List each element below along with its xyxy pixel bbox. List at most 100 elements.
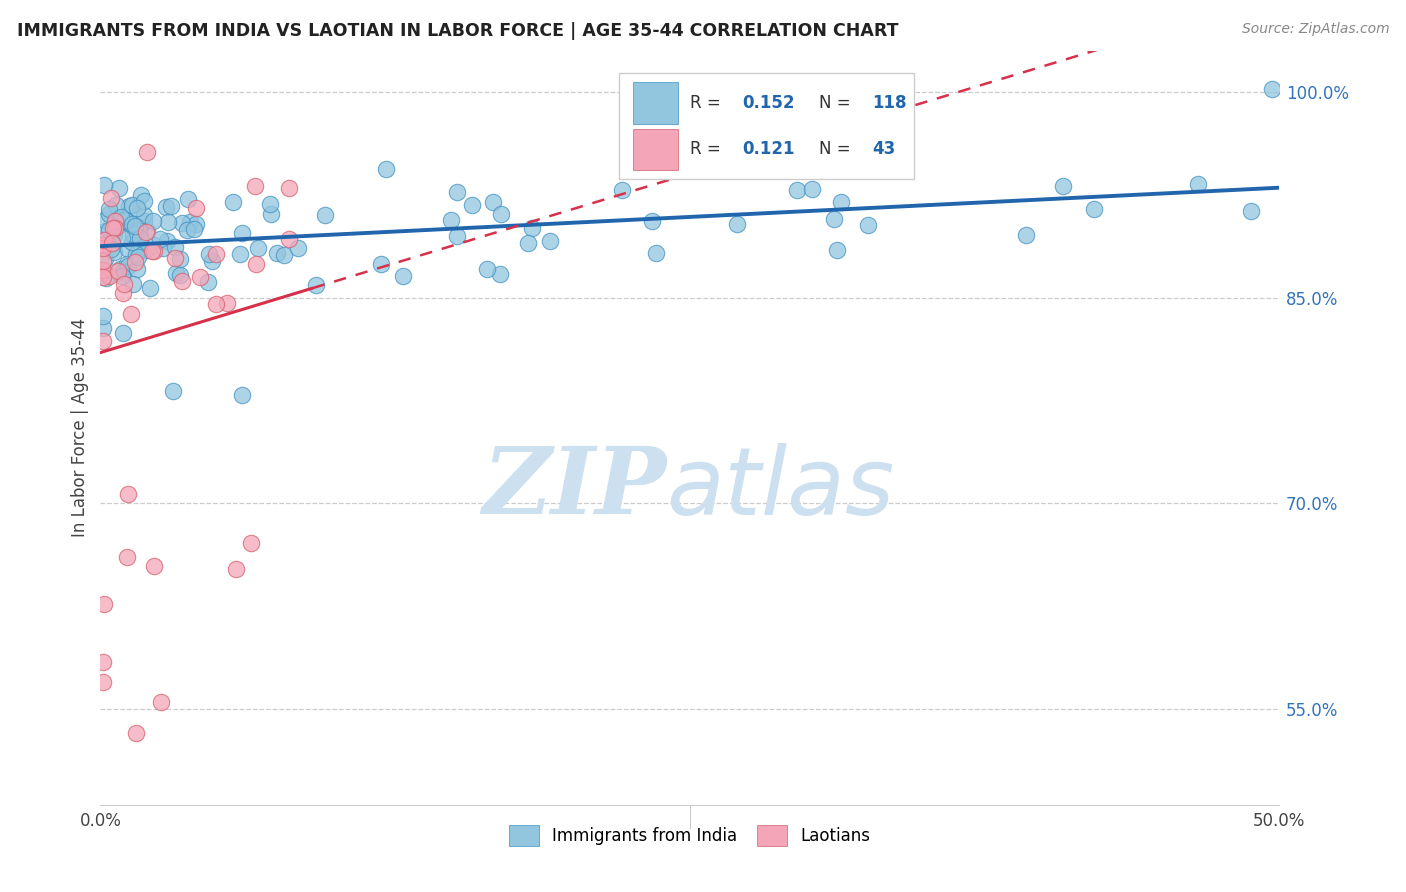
Text: 0.121: 0.121 (742, 140, 796, 159)
Point (149, 232, 172, 246)
Point (277, 180, 299, 194)
Point (124, 219, 146, 234)
Point (124, 254, 146, 268)
Point (93, 213, 115, 227)
Point (114, 212, 136, 227)
Point (644, 246, 666, 260)
Point (139, 280, 162, 294)
Point (183, 222, 205, 236)
Text: atlas: atlas (666, 442, 894, 533)
Point (165, 240, 187, 254)
Point (117, 259, 139, 273)
Point (132, 208, 155, 222)
Point (1052, 178, 1074, 193)
Point (107, 181, 129, 195)
Point (115, 214, 138, 228)
Point (830, 194, 852, 209)
Point (1187, 178, 1209, 192)
Point (641, 214, 664, 228)
Point (115, 550, 138, 565)
Point (112, 326, 135, 340)
Point (122, 277, 145, 291)
Point (91, 309, 114, 323)
Point (125, 726, 148, 740)
Point (101, 236, 124, 251)
Point (172, 274, 194, 288)
Point (107, 263, 129, 277)
Point (100, 190, 122, 204)
Point (1240, 204, 1263, 219)
Point (136, 224, 159, 238)
Point (825, 243, 848, 257)
Text: R =: R = (689, 94, 725, 112)
Point (176, 223, 198, 237)
Legend: Immigrants from India, Laotians: Immigrants from India, Laotians (509, 825, 870, 846)
Point (188, 270, 211, 285)
Point (221, 194, 243, 209)
Point (273, 248, 295, 262)
Point (93, 178, 115, 192)
Text: N =: N = (820, 94, 856, 112)
Point (121, 217, 143, 231)
Point (856, 219, 879, 233)
Point (231, 226, 253, 240)
Point (104, 211, 127, 225)
Point (520, 220, 543, 235)
Point (516, 235, 538, 250)
Point (245, 257, 267, 271)
Point (127, 219, 149, 234)
Point (179, 215, 201, 229)
Point (97, 223, 120, 237)
Point (538, 234, 561, 248)
Point (446, 228, 468, 243)
Point (112, 277, 135, 292)
Point (111, 269, 134, 284)
Point (91, 254, 114, 268)
Point (200, 254, 222, 268)
Point (121, 198, 143, 212)
Point (165, 251, 187, 265)
Point (105, 198, 128, 212)
Point (489, 207, 512, 221)
Text: R =: R = (689, 140, 725, 159)
Point (143, 237, 166, 252)
Point (112, 285, 135, 300)
Point (108, 218, 131, 232)
Point (155, 200, 177, 214)
Text: Source: ZipAtlas.com: Source: ZipAtlas.com (1241, 22, 1389, 37)
Point (125, 239, 148, 253)
Point (94, 271, 117, 285)
Point (375, 162, 398, 177)
Point (125, 261, 148, 276)
Point (103, 227, 125, 242)
Point (104, 221, 127, 235)
Point (143, 559, 166, 574)
Point (446, 185, 468, 199)
Point (111, 230, 134, 244)
Bar (633, 82, 678, 124)
Point (91, 655, 114, 669)
Point (204, 296, 226, 310)
Point (612, 183, 634, 197)
Point (121, 235, 143, 250)
Point (103, 245, 125, 260)
Point (162, 384, 184, 399)
Point (115, 257, 138, 271)
Point (93, 263, 115, 277)
Point (135, 145, 157, 160)
Point (94, 224, 117, 238)
Point (239, 536, 262, 550)
Text: N =: N = (820, 140, 856, 159)
Point (111, 265, 134, 279)
Point (93, 597, 115, 611)
Point (225, 561, 247, 575)
Point (440, 212, 463, 227)
Point (141, 244, 163, 258)
Point (370, 257, 392, 271)
Point (97, 268, 120, 283)
Point (100, 242, 122, 256)
Point (135, 225, 157, 239)
Point (91, 321, 114, 335)
Point (231, 387, 253, 401)
Point (217, 295, 239, 310)
